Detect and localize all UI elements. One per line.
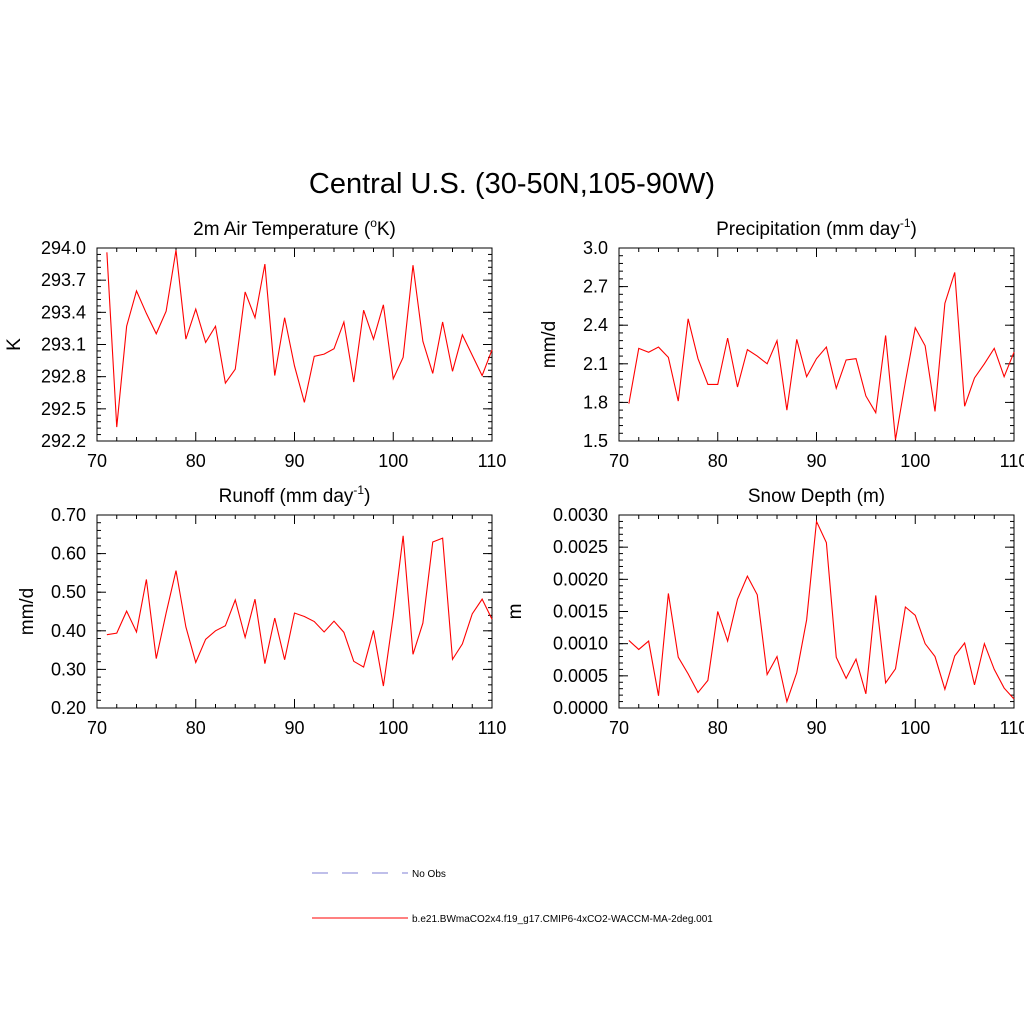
y-tick-label: 3.0	[583, 238, 608, 258]
y-tick-label: 294.0	[41, 238, 86, 258]
series-line	[106, 535, 493, 687]
x-tick-label: 100	[900, 451, 930, 471]
x-tick-label: 80	[708, 718, 728, 738]
x-tick-label: 110	[1000, 718, 1024, 738]
y-tick-label: 292.2	[41, 431, 86, 451]
x-tick-label: 110	[1000, 451, 1024, 471]
y-tick-label: 0.0005	[553, 666, 608, 686]
x-tick-label: 80	[708, 451, 728, 471]
panel-title: Snow Depth (m)	[748, 486, 885, 507]
y-tick-label: 2.4	[583, 315, 608, 335]
x-tick-label: 100	[900, 718, 930, 738]
plot-frame	[96, 247, 493, 442]
y-tick-label: 0.0000	[553, 698, 608, 718]
legend-obs-label: No Obs	[412, 869, 446, 880]
figure-title: Central U.S. (30-50N,105-90W)	[309, 168, 715, 200]
y-tick-label: 2.1	[583, 354, 608, 374]
x-tick-label: 70	[609, 451, 629, 471]
y-tick-label: 293.4	[41, 302, 86, 322]
series-line	[106, 250, 493, 428]
chart-panel-3: 70 80 90 100 110 0.0000 0.0005 0.0010 0.0015 0.00…	[505, 486, 1024, 738]
y-tick-label: 0.60	[51, 544, 86, 564]
x-tick-label: 100	[378, 718, 408, 738]
y-tick-label: 0.0020	[553, 569, 608, 589]
series-line	[628, 519, 1015, 704]
y-axis-label: mm/d	[17, 588, 38, 636]
y-tick-label: 1.8	[583, 392, 608, 412]
x-tick-label: 90	[806, 451, 826, 471]
x-tick-label: 80	[186, 718, 206, 738]
plot-frame	[618, 514, 1015, 709]
y-tick-label: 293.1	[41, 335, 86, 355]
panel-title: Precipitation (mm day-1)	[716, 216, 917, 240]
legend-model-label: b.e21.BWmaCO2x4.f19_g17.CMIP6-4xCO2-WACC…	[412, 914, 713, 925]
y-tick-label: 292.8	[41, 367, 86, 387]
chart-panel-1: 70 80 90 100 110 1.5 1.8 2.1 2.4 2.7 3.0 Precipitat…	[539, 216, 1024, 471]
y-tick-label: 0.40	[51, 621, 86, 641]
x-tick-label: 100	[378, 451, 408, 471]
x-tick-label: 90	[284, 451, 304, 471]
y-tick-label: 1.5	[583, 431, 608, 451]
y-tick-label: 0.20	[51, 698, 86, 718]
x-tick-label: 70	[87, 451, 107, 471]
x-tick-label: 70	[609, 718, 629, 738]
y-tick-label: 0.0010	[553, 634, 608, 654]
y-tick-label: 0.70	[51, 505, 86, 525]
y-tick-label: 2.7	[583, 277, 608, 297]
panels-container: 70 80 90 100 110 292.2 292.5 292.8 293.1 293.4 293…	[4, 216, 1024, 738]
chart-panel-2: 70 80 90 100 110 0.20 0.30 0.40 0.50 0.60 0.70 Runo…	[17, 483, 506, 738]
chart-panel-0: 70 80 90 100 110 292.2 292.5 292.8 293.1 293.4 293…	[4, 216, 506, 471]
series-line	[628, 272, 1015, 440]
y-tick-label: 0.0025	[553, 537, 608, 557]
y-tick-label: 292.5	[41, 399, 86, 419]
panel-title: 2m Air Temperature (oK)	[193, 216, 396, 240]
x-tick-label: 110	[478, 718, 507, 738]
x-tick-label: 90	[284, 718, 304, 738]
legend: No Obs b.e21.BWmaCO2x4.f19_g17.CMIP6-4xC…	[312, 869, 713, 925]
y-axis-label: m	[505, 604, 526, 620]
panel-title: Runoff (mm day-1)	[219, 483, 371, 507]
y-axis-label: K	[4, 338, 25, 351]
x-tick-label: 70	[87, 718, 107, 738]
y-tick-label: 293.7	[41, 270, 86, 290]
x-tick-label: 90	[806, 718, 826, 738]
y-tick-label: 0.0030	[553, 505, 608, 525]
y-tick-label: 0.30	[51, 659, 86, 679]
y-axis-label: mm/d	[539, 321, 560, 369]
x-tick-label: 110	[478, 451, 507, 471]
y-tick-label: 0.0015	[553, 602, 608, 622]
y-tick-label: 0.50	[51, 582, 86, 602]
x-tick-label: 80	[186, 451, 206, 471]
